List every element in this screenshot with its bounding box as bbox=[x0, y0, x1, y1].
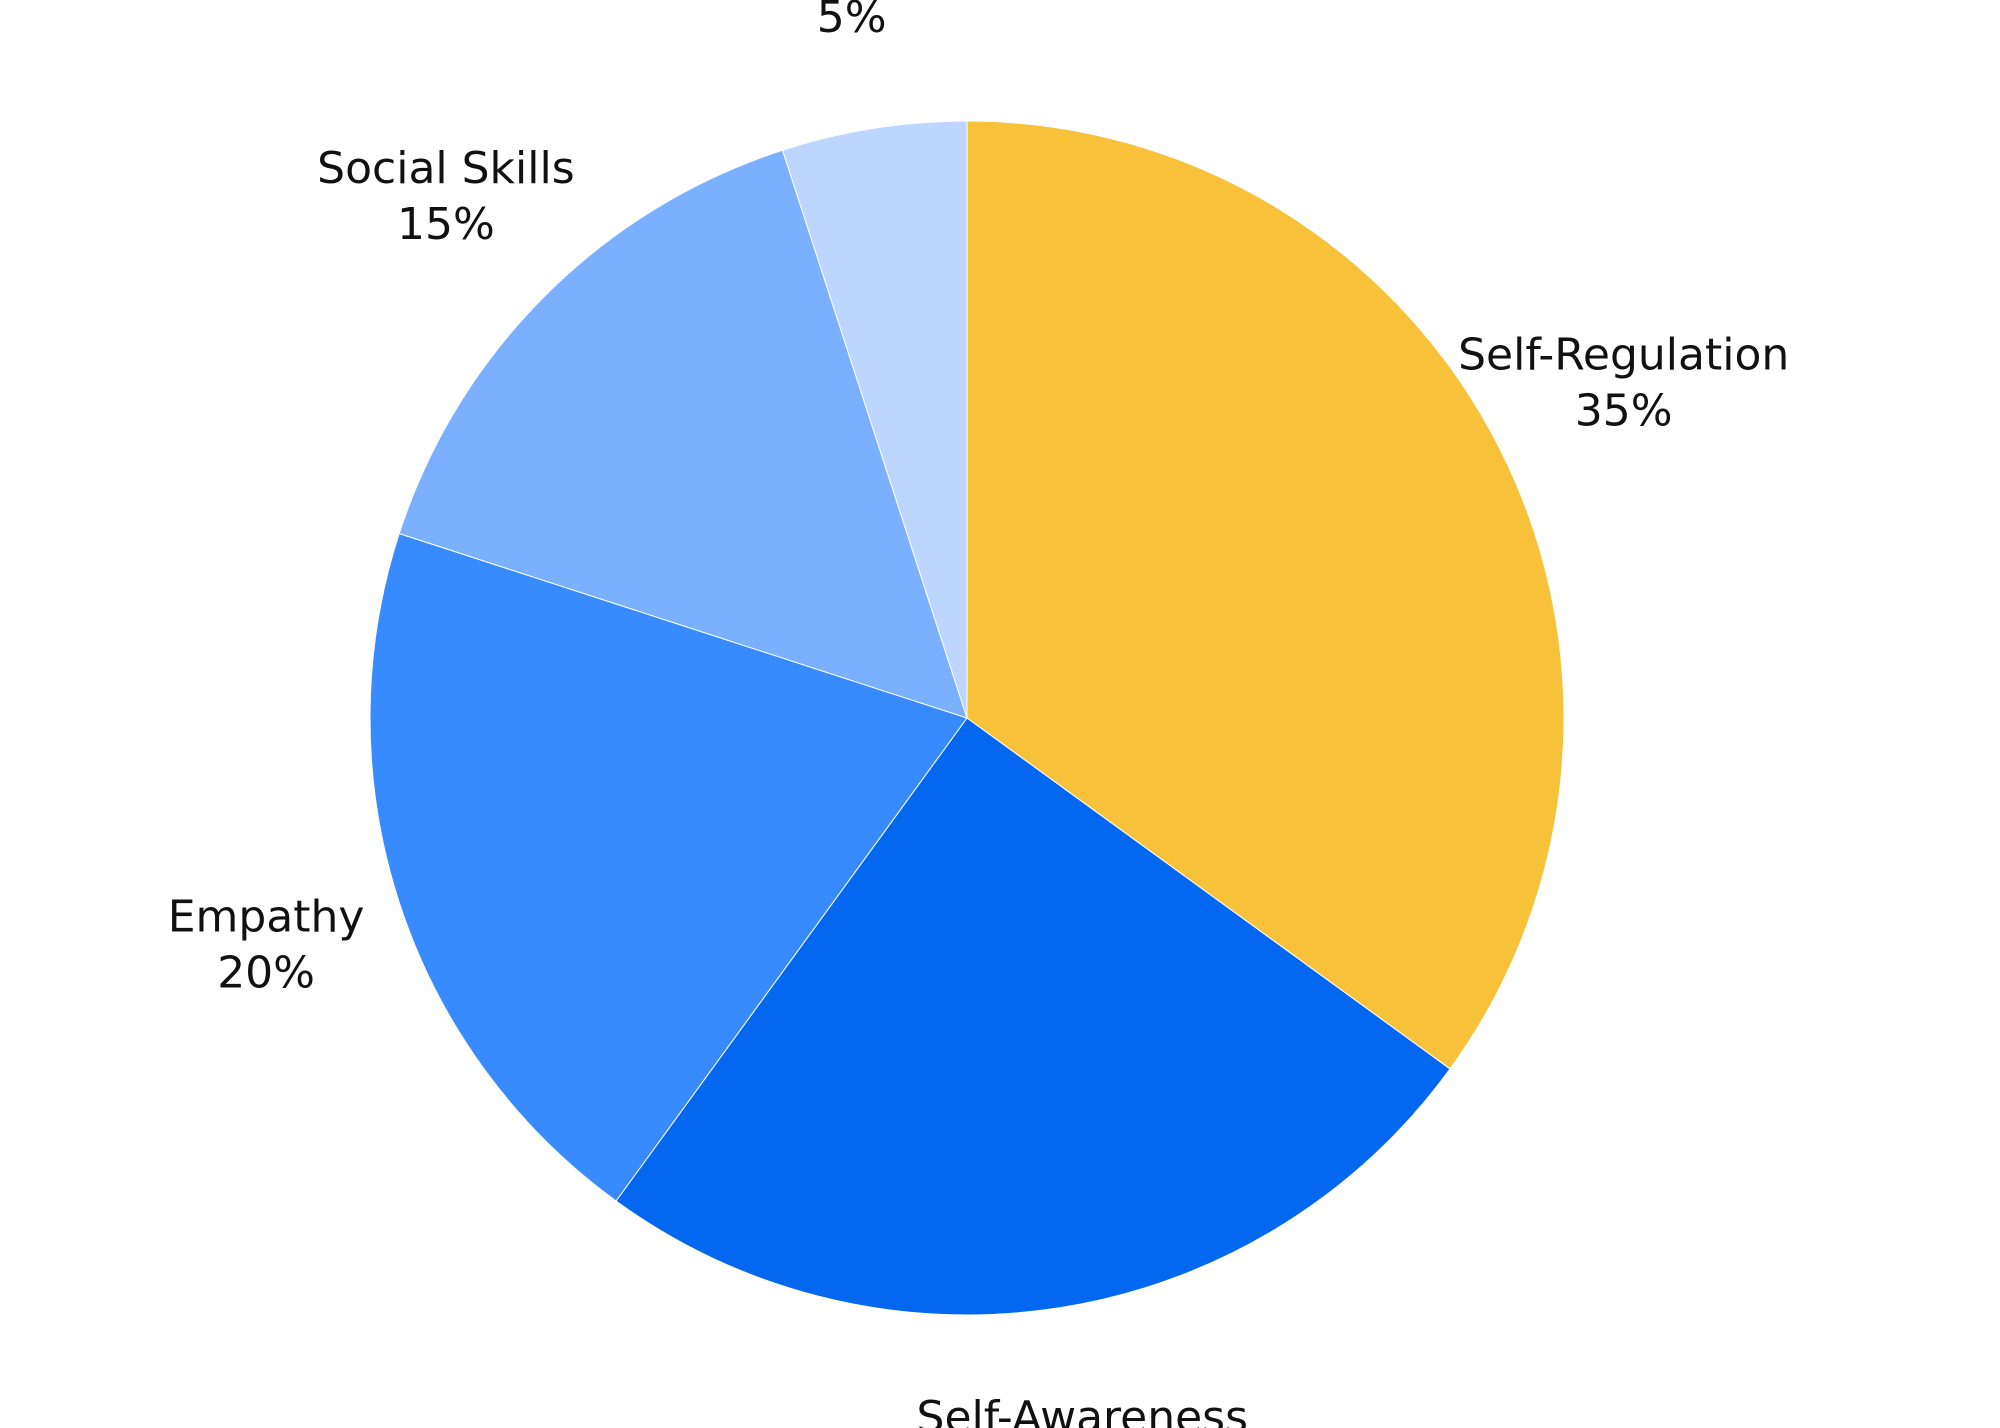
pie-value-label-motivation: 5% bbox=[817, 0, 887, 43]
pie-slice-empathy bbox=[369, 532, 968, 1202]
pie-label-empathy: Empathy bbox=[168, 892, 365, 943]
pie-slice-self-regulation bbox=[966, 120, 1565, 1070]
pie-value-label-empathy: 20% bbox=[217, 948, 315, 999]
pie-label-social-skills: Social Skills bbox=[317, 143, 574, 194]
pie-value-label-self-regulation: 35% bbox=[1575, 385, 1673, 436]
pie-slices bbox=[369, 120, 1565, 1316]
pie-value-label-social-skills: 15% bbox=[397, 199, 495, 250]
pie-labels: Self-Regulation35%Self-Awareness25%Empat… bbox=[168, 0, 1790, 1428]
pie-slice-motivation bbox=[781, 120, 968, 719]
pie-label-self-awareness: Self-Awareness bbox=[917, 1392, 1248, 1428]
pie-slice-social-skills bbox=[398, 149, 968, 719]
pie-slice-self-awareness bbox=[615, 717, 1451, 1316]
pie-label-self-regulation: Self-Regulation bbox=[1458, 329, 1789, 380]
